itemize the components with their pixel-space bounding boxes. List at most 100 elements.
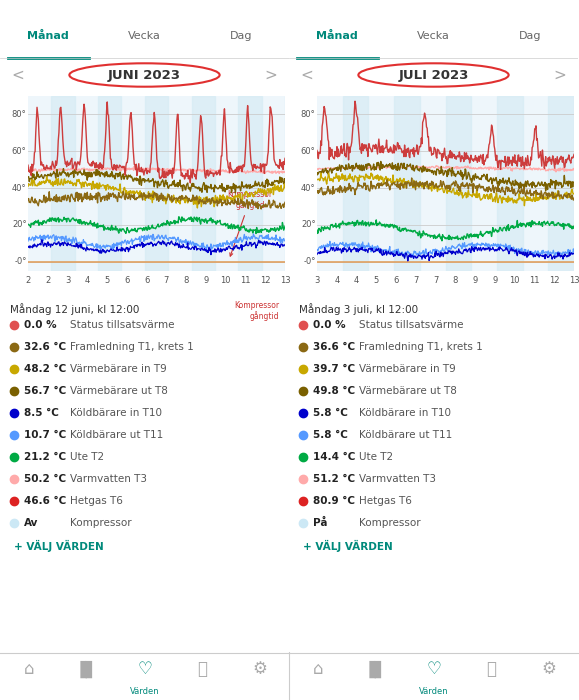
Text: 20°: 20° [301,220,316,230]
Text: -0°: -0° [14,258,27,266]
Text: 12: 12 [549,276,559,286]
Text: 2: 2 [45,276,50,286]
Text: 0.0 %: 0.0 % [24,320,57,330]
Text: 5: 5 [104,276,109,286]
Text: 8.5 °C: 8.5 °C [24,408,59,418]
Text: 0.0 %: 0.0 % [313,320,346,330]
Text: Kompressor
gångtid: Kompressor gångtid [228,190,273,256]
Text: Ute T2: Ute T2 [359,452,393,462]
Text: ⚙: ⚙ [252,660,267,678]
Text: 10: 10 [221,276,231,286]
Bar [285,96,309,271]
Text: Varmvatten T3: Varmvatten T3 [359,474,436,484]
Text: Värmebärare in T9: Värmebärare in T9 [359,364,456,374]
Bar [145,96,168,271]
Text: Hetgas T6: Hetgas T6 [70,496,123,506]
Text: 9: 9 [203,276,208,286]
Text: >: > [265,67,277,83]
Text: 10.7 °C: 10.7 °C [24,430,66,440]
Text: 09:54: 09:54 [301,6,332,16]
Text: 6: 6 [124,276,130,286]
Text: Värmebärare in T9: Värmebärare in T9 [70,364,167,374]
Bar [394,96,420,271]
Text: 🔔: 🔔 [486,660,496,678]
Bar [52,96,75,271]
Text: 50.2 °C: 50.2 °C [24,474,66,484]
Text: 09:53: 09:53 [12,6,43,16]
Text: Av: Av [24,518,38,528]
Text: Kompressor: Kompressor [359,518,420,528]
Text: Hetgas T6: Hetgas T6 [359,496,412,506]
Text: Måndag 12 juni, kl 12:00: Måndag 12 juni, kl 12:00 [10,303,140,315]
Bar [192,96,215,271]
Bar [239,96,262,271]
Text: 56.7 °C: 56.7 °C [24,386,66,396]
Text: Köldbärare in T10: Köldbärare in T10 [359,408,451,418]
Text: 49.8 °C: 49.8 °C [313,386,355,396]
Text: På: På [313,518,328,528]
Text: 4: 4 [354,276,359,286]
Text: JUNI 2023: JUNI 2023 [108,69,181,81]
Text: Måndag 3 juli, kl 12:00: Måndag 3 juli, kl 12:00 [299,303,418,315]
Text: 9: 9 [492,276,497,286]
Text: Vecka: Vecka [128,32,161,41]
Text: 60°: 60° [12,147,27,156]
Text: Dag: Dag [230,32,252,41]
Text: 46.6 °C: 46.6 °C [24,496,66,506]
Text: 10: 10 [510,276,520,286]
Text: Kompressor
gångtid: Kompressor gångtid [234,301,279,321]
Text: 40°: 40° [301,183,316,192]
Text: 3: 3 [65,276,70,286]
Text: Kompressor: Kompressor [70,518,131,528]
Text: ♡: ♡ [137,660,152,678]
Text: Köldbärare ut T11: Köldbärare ut T11 [359,430,452,440]
Text: 5.8 °C: 5.8 °C [313,430,348,440]
Text: 13: 13 [280,276,290,286]
Text: Värden: Värden [419,687,448,696]
Text: JULI 2023: JULI 2023 [398,69,468,81]
Text: 11: 11 [529,276,540,286]
Text: 7: 7 [413,276,419,286]
Text: ♡: ♡ [426,660,441,678]
Text: Månad: Månad [27,32,69,41]
Text: 7: 7 [164,276,169,286]
Text: <: < [301,67,313,83]
Text: ••• 90%: ••• 90% [531,6,566,15]
Text: 36.6 °C: 36.6 °C [313,342,355,352]
Text: ••• 90%: ••• 90% [241,6,277,15]
Bar [343,96,368,271]
Text: 5: 5 [373,276,379,286]
Text: 8: 8 [184,276,189,286]
Bar [445,96,471,271]
Text: 9: 9 [472,276,478,286]
Text: 80°: 80° [12,110,27,119]
Text: + VÄLJ VÄRDEN: + VÄLJ VÄRDEN [14,540,104,552]
Bar [497,96,523,271]
Text: >: > [554,67,566,83]
Text: 48.2 °C: 48.2 °C [24,364,66,374]
Text: 3: 3 [314,276,320,286]
Text: 🔔: 🔔 [197,660,207,678]
Bar [98,96,122,271]
Text: 14.4 °C: 14.4 °C [313,452,356,462]
Text: Status tillsatsvärme: Status tillsatsvärme [359,320,464,330]
Text: ⚙: ⚙ [542,660,556,678]
Text: Ute T2: Ute T2 [70,452,104,462]
Text: Framledning T1, krets 1: Framledning T1, krets 1 [70,342,194,352]
Text: 60°: 60° [301,147,316,156]
Text: 32.6 °C: 32.6 °C [24,342,66,352]
Text: Vecka: Vecka [417,32,450,41]
Text: Varmvatten T3: Varmvatten T3 [70,474,147,484]
Text: + VÄLJ VÄRDEN: + VÄLJ VÄRDEN [303,540,393,552]
Text: Månad: Månad [316,32,358,41]
Text: 21.2 °C: 21.2 °C [24,452,66,462]
Text: 7: 7 [433,276,438,286]
Text: 6: 6 [144,276,149,286]
Text: Dag: Dag [519,32,541,41]
Text: 80°: 80° [301,110,316,119]
Text: 4: 4 [85,276,90,286]
Text: 20°: 20° [12,220,27,230]
Text: Värden: Värden [130,687,159,696]
Text: 13: 13 [569,276,579,286]
Text: 80.9 °C: 80.9 °C [313,496,355,506]
